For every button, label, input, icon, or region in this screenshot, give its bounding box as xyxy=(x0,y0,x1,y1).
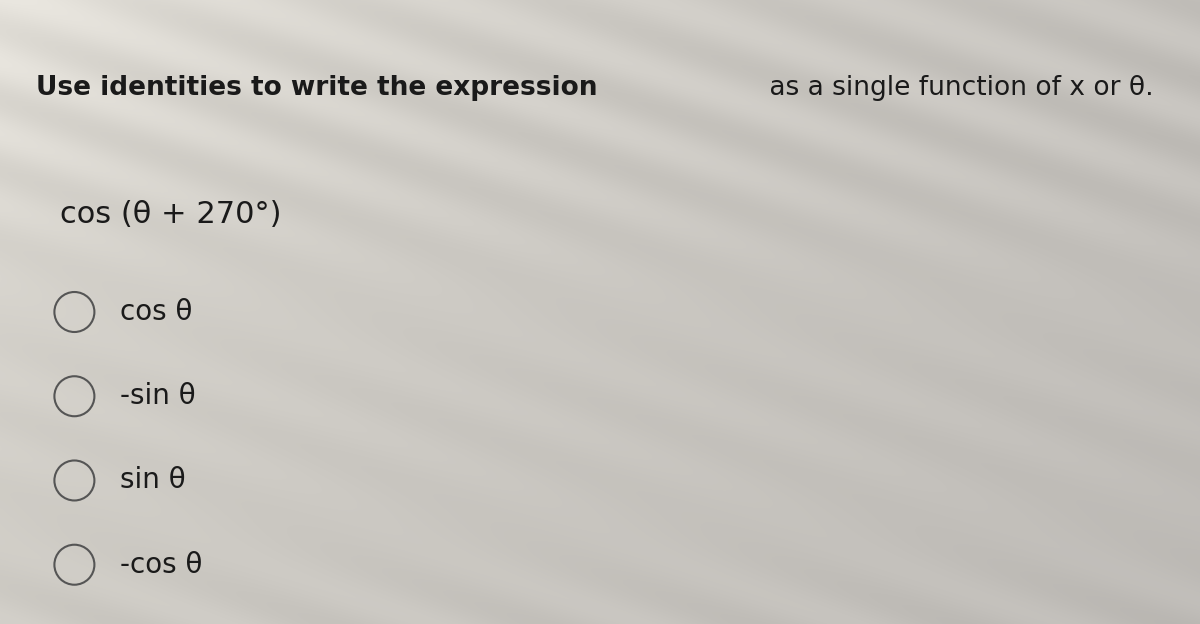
Text: sin θ: sin θ xyxy=(120,467,186,494)
Text: cos θ: cos θ xyxy=(120,298,192,326)
Text: as a single function of x or θ.: as a single function of x or θ. xyxy=(761,75,1153,101)
Text: -sin θ: -sin θ xyxy=(120,383,196,410)
Text: -cos θ: -cos θ xyxy=(120,551,203,578)
Text: Use identities to write the expression: Use identities to write the expression xyxy=(36,75,598,101)
Text: cos (θ + 270°): cos (θ + 270°) xyxy=(60,200,282,228)
